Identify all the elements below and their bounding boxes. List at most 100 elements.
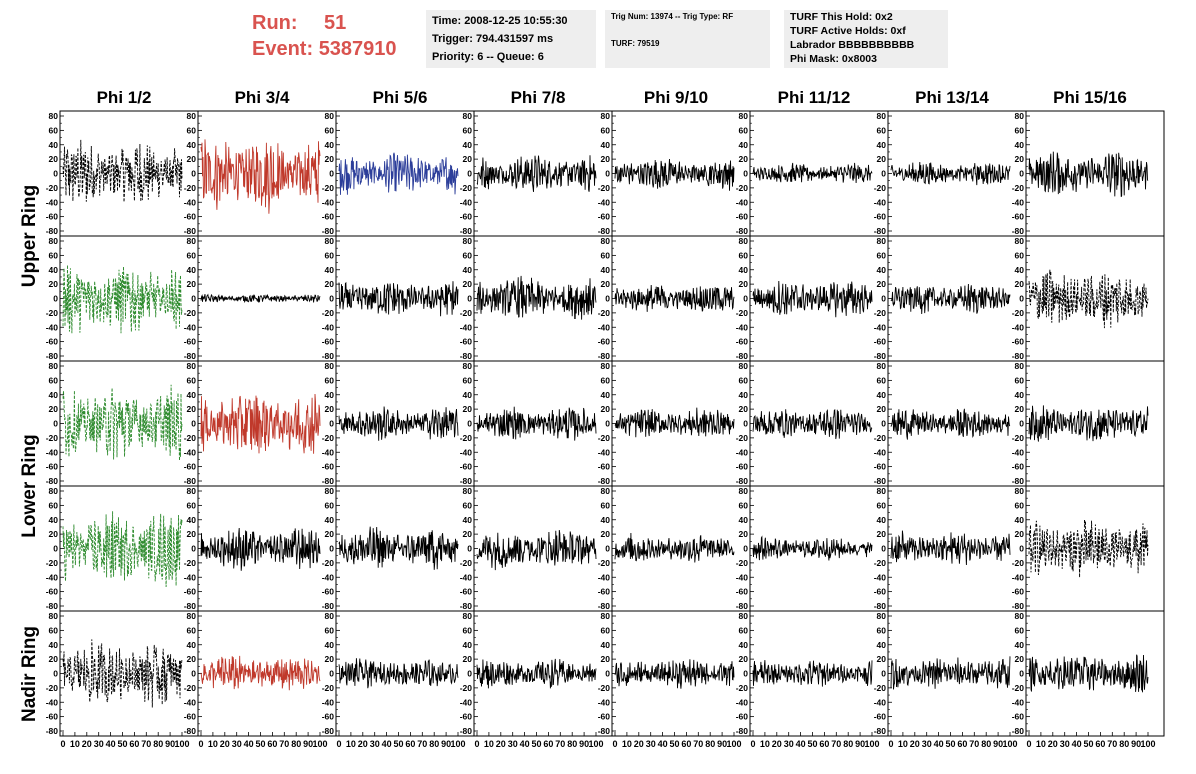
y-tick-label: 60 <box>463 625 473 635</box>
x-tick-label: 10 <box>1036 739 1046 749</box>
panel-r4-c0: 80 60 40 20 0 -20 -40 -60 -80 <box>46 610 199 737</box>
x-tick-label: 30 <box>922 739 932 749</box>
y-tick-label: -20 <box>736 308 749 318</box>
y-tick-label: 60 <box>1015 125 1025 135</box>
x-tick-label: 40 <box>658 739 668 749</box>
y-tick-label: -80 <box>1012 601 1025 611</box>
x-tick-label: 100 <box>312 739 327 749</box>
y-tick-label: -80 <box>460 726 473 736</box>
y-tick-label: 40 <box>1015 390 1025 400</box>
y-tick-label: 0 <box>329 169 334 179</box>
y-tick-label: -40 <box>460 697 473 707</box>
x-tick-label: 10 <box>346 739 356 749</box>
y-tick-label: -60 <box>46 712 59 722</box>
y-tick-label: -40 <box>322 197 335 207</box>
y-tick-label: -80 <box>598 226 611 236</box>
y-tick-label: 60 <box>49 250 59 260</box>
x-tick-label: 30 <box>94 739 104 749</box>
y-tick-label: 60 <box>877 125 887 135</box>
y-tick-label: -60 <box>460 337 473 347</box>
y-tick-label: 20 <box>463 154 473 164</box>
y-tick-label: -40 <box>460 447 473 457</box>
labrador-text: Labrador BBBBBBBBBB <box>790 39 915 51</box>
waveform-trace <box>338 658 459 689</box>
x-tick-label: 20 <box>1048 739 1058 749</box>
y-tick-label: -40 <box>736 322 749 332</box>
y-tick-label: -60 <box>322 337 335 347</box>
y-tick-label: 60 <box>739 625 749 635</box>
y-tick-label: -20 <box>598 308 611 318</box>
waveform-trace <box>62 511 183 588</box>
x-tick-label: 80 <box>843 739 853 749</box>
y-tick-label: -60 <box>1012 712 1025 722</box>
waveform-trace <box>890 530 1011 566</box>
y-tick-label: -60 <box>736 462 749 472</box>
waveform-trace <box>1028 151 1149 198</box>
y-tick-label: 20 <box>877 279 887 289</box>
x-tick-label: 50 <box>393 739 403 749</box>
y-tick-label: -60 <box>46 212 59 222</box>
column-header-phi-7-8: Phi 7/8 <box>510 88 566 107</box>
waveform-trace <box>476 658 597 689</box>
waveform-trace <box>62 264 183 334</box>
y-tick-label: 20 <box>877 154 887 164</box>
panel-r3-c3: 80 60 40 20 0 -20 -40 -60 -80 <box>460 485 613 612</box>
waveform-trace <box>200 293 321 304</box>
panel-r0-c4: 80 60 40 20 0 -20 -40 -60 -80 <box>598 110 751 237</box>
y-tick-label: 40 <box>877 140 887 150</box>
panel-r1-c6: 80 60 40 20 0 -20 -40 -60 -80 <box>874 235 1027 362</box>
y-tick-label: 40 <box>325 390 335 400</box>
y-tick-label: 40 <box>463 265 473 275</box>
run-label: Run: <box>252 12 298 34</box>
panel-r4-c7: 80 60 40 20 0 -20 -40 -60 -80 <box>1012 610 1165 737</box>
waveform-trace <box>476 406 597 441</box>
y-tick-label: -60 <box>184 337 197 347</box>
y-tick-label: 20 <box>601 529 611 539</box>
y-tick-label: -60 <box>598 462 611 472</box>
x-tick-label: 80 <box>981 739 991 749</box>
y-tick-label: 0 <box>467 669 472 679</box>
y-tick-label: 0 <box>881 169 886 179</box>
y-tick-label: -60 <box>46 462 59 472</box>
y-tick-label: -40 <box>1012 197 1025 207</box>
y-tick-label: -20 <box>322 308 335 318</box>
y-tick-label: -80 <box>322 351 335 361</box>
y-tick-label: 40 <box>325 515 335 525</box>
y-tick-label: 80 <box>325 486 335 496</box>
y-tick-label: 60 <box>187 250 197 260</box>
x-tick-label: 20 <box>82 739 92 749</box>
y-tick-label: 80 <box>463 236 473 246</box>
y-tick-label: 0 <box>1019 169 1024 179</box>
y-tick-label: 60 <box>601 375 611 385</box>
y-tick-label: 60 <box>463 500 473 510</box>
y-tick-label: -80 <box>184 351 197 361</box>
panel-r3-c2: 80 60 40 20 0 -20 -40 -60 -80 <box>322 485 475 612</box>
turf-text: TURF: 79519 <box>611 39 660 48</box>
y-tick-label: -40 <box>184 447 197 457</box>
y-tick-label: 20 <box>325 404 335 414</box>
x-tick-label: 40 <box>796 739 806 749</box>
y-tick-label: -20 <box>736 558 749 568</box>
panel-r4-c3: 80 60 40 20 0 -20 -40 -60 -80 <box>460 610 613 737</box>
y-tick-label: 60 <box>325 250 335 260</box>
panel-r1-c2: 80 60 40 20 0 -20 -40 -60 -80 <box>322 235 475 362</box>
time-info-box: Time: 2008-12-25 10:55:30 Trigger: 794.4… <box>426 10 596 68</box>
panel-r0-c5: 80 60 40 20 0 -20 -40 -60 -80 <box>736 110 889 237</box>
waveform-trace <box>614 532 735 563</box>
y-tick-label: -40 <box>46 322 59 332</box>
y-tick-label: -20 <box>736 683 749 693</box>
y-tick-label: 20 <box>187 154 197 164</box>
y-tick-label: 0 <box>605 419 610 429</box>
y-tick-label: 80 <box>601 236 611 246</box>
x-tick-label: 20 <box>220 739 230 749</box>
y-tick-label: -20 <box>736 183 749 193</box>
y-tick-label: -80 <box>1012 351 1025 361</box>
panel-r3-c4: 80 60 40 20 0 -20 -40 -60 -80 <box>598 485 751 612</box>
x-tick-label: 30 <box>646 739 656 749</box>
panel-r3-c5: 80 60 40 20 0 -20 -40 -60 -80 <box>736 485 889 612</box>
y-tick-label: -80 <box>322 226 335 236</box>
y-tick-label: 40 <box>187 265 197 275</box>
waveform-trace <box>1028 405 1149 442</box>
y-tick-label: -40 <box>460 572 473 582</box>
